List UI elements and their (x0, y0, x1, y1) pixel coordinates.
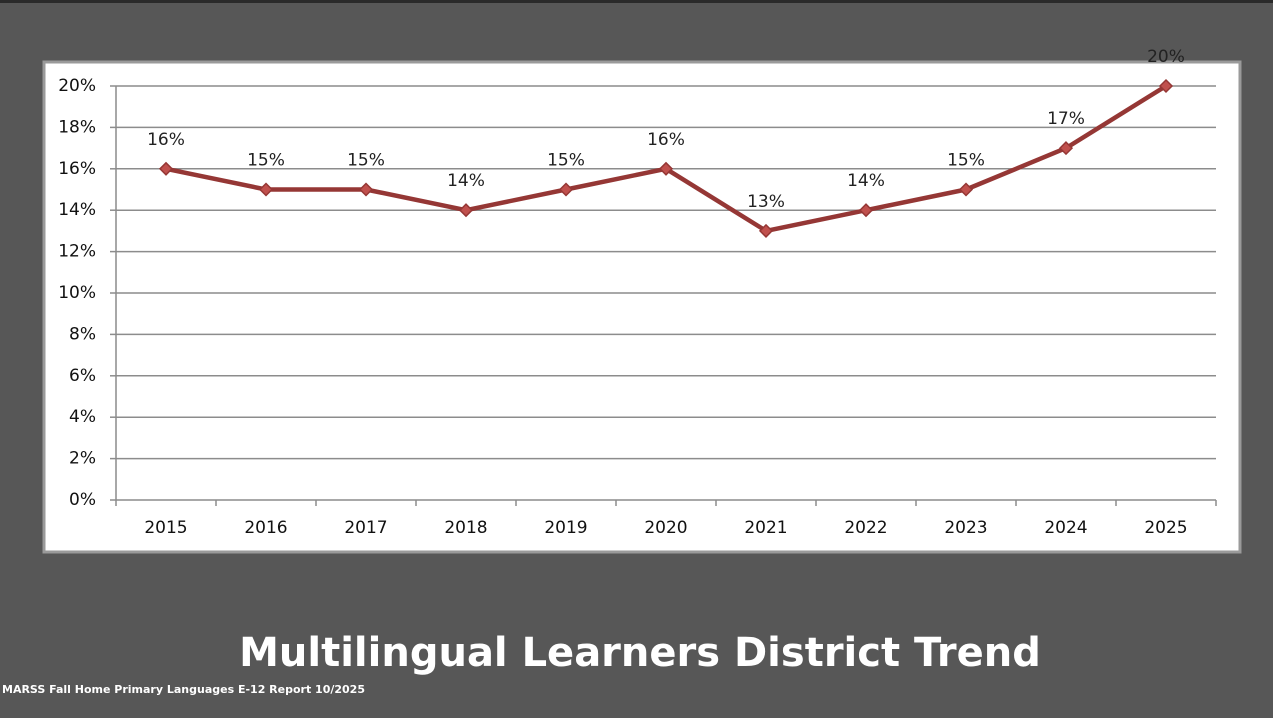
x-tick-label: 2025 (1144, 518, 1187, 538)
data-marker (658, 161, 674, 176)
x-tick-label: 2016 (244, 518, 287, 538)
data-label: 15% (947, 151, 985, 171)
chart-frame (42, 60, 1242, 554)
data-label: 14% (847, 171, 885, 191)
data-label: 16% (647, 130, 685, 150)
y-tick-label: 4% (69, 407, 96, 427)
data-marker (758, 223, 774, 238)
data-label: 13% (747, 192, 785, 212)
data-label: 15% (347, 151, 385, 171)
data-marker (258, 182, 274, 197)
data-label: 15% (547, 151, 585, 171)
data-label: 20% (1147, 47, 1185, 67)
data-label: 17% (1047, 109, 1085, 129)
y-tick-label: 12% (58, 242, 96, 262)
x-tick-label: 2024 (1044, 518, 1087, 538)
data-label: 14% (447, 171, 485, 191)
x-tick-label: 2021 (744, 518, 787, 538)
chart-title: Multilingual Learners District Trend (239, 630, 1041, 676)
y-tick-label: 14% (58, 200, 96, 220)
data-label: 15% (247, 151, 285, 171)
data-marker (158, 161, 174, 176)
x-tick-label: 2017 (344, 518, 387, 538)
x-tick-label: 2023 (944, 518, 987, 538)
source-note: MARSS Fall Home Primary Languages E-12 R… (2, 683, 365, 696)
y-tick-label: 20% (58, 76, 96, 96)
x-tick-label: 2020 (644, 518, 687, 538)
x-tick-label: 2015 (144, 518, 187, 538)
y-tick-label: 18% (58, 117, 96, 137)
data-marker (858, 203, 874, 218)
top-border (0, 0, 1273, 3)
y-tick-label: 16% (58, 159, 96, 179)
data-label: 16% (147, 130, 185, 150)
data-marker (558, 182, 574, 197)
data-marker (1158, 78, 1174, 94)
x-tick-label: 2022 (844, 518, 887, 538)
data-marker (458, 203, 474, 218)
y-tick-label: 0% (69, 490, 96, 510)
x-tick-label: 2018 (444, 518, 487, 538)
y-tick-label: 6% (69, 366, 96, 386)
x-tick-label: 2019 (544, 518, 587, 538)
plot-area: 0% 2% 4% 6% 8% 10% 12% 14% 16% 18% 20% 2015 2016 2017… (58, 47, 1217, 538)
data-marker (1058, 141, 1074, 156)
y-tick-label: 2% (69, 449, 96, 469)
y-tick-label: 8% (69, 324, 96, 344)
data-marker (958, 182, 974, 197)
y-tick-label: 10% (58, 283, 96, 303)
data-marker (358, 182, 374, 197)
